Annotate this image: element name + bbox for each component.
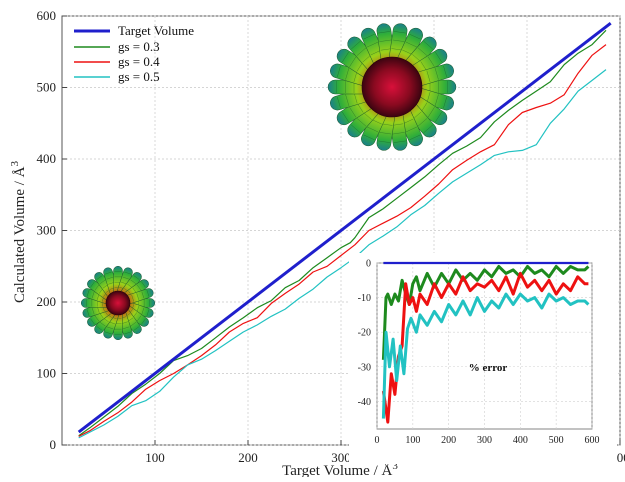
- inset-x-tick-label: 500: [549, 435, 564, 446]
- inset-y-tick-label: -20: [358, 328, 371, 339]
- legend-label-gs04: gs = 0.4: [118, 54, 160, 69]
- inset-title: % error: [469, 362, 508, 374]
- molecule-core: [362, 57, 422, 117]
- inset-y-tick-label: -10: [358, 293, 371, 304]
- y-tick-label: 0: [50, 437, 57, 452]
- y-tick-label: 500: [37, 80, 57, 95]
- legend-label-gs05: gs = 0.5: [118, 69, 160, 84]
- inset-x-tick-label: 300: [477, 435, 492, 446]
- inset-x-tick-label: 600: [585, 435, 600, 446]
- x-tick-label: 100: [145, 450, 165, 465]
- y-axis-title: Calculated Volume / Å3: [9, 160, 28, 303]
- inset-x-tick-label: 400: [513, 435, 528, 446]
- inset-y-tick-label: -30: [358, 362, 371, 373]
- y-tick-label: 100: [37, 366, 57, 381]
- molecule-core: [106, 291, 130, 315]
- y-tick-label: 400: [37, 151, 57, 166]
- legend-label-gs03: gs = 0.3: [118, 39, 160, 54]
- inset-y-tick-label: 0: [366, 259, 371, 270]
- y-tick-label: 200: [37, 294, 57, 309]
- y-tick-label: 300: [37, 223, 57, 238]
- inset-y-tick-label: -40: [358, 397, 371, 408]
- inset-x-tick-label: 200: [441, 435, 456, 446]
- x-tick-label: 200: [238, 450, 258, 465]
- inset-x-tick-label: 100: [405, 435, 420, 446]
- y-tick-label: 600: [37, 8, 57, 23]
- inset-x-tick-label: 0: [375, 435, 380, 446]
- legend-label-target: Target Volume: [118, 23, 194, 38]
